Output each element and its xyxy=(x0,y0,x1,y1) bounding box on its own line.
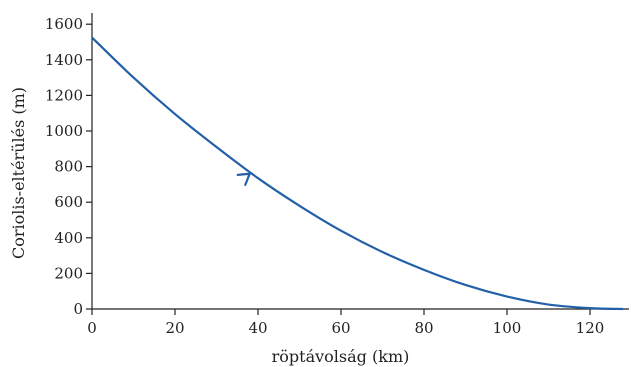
x-axis-title: röptávolság (km) xyxy=(272,347,410,366)
x-tick-label: 60 xyxy=(331,319,350,337)
y-tick-label: 0 xyxy=(73,300,83,318)
x-tick-label: 20 xyxy=(165,319,184,337)
y-axis-title: Coriolis-eltérülés (m) xyxy=(9,87,28,259)
annotations xyxy=(238,174,250,185)
series-line xyxy=(92,38,623,309)
x-tick-label: 40 xyxy=(248,319,267,337)
y-tick-label: 400 xyxy=(54,229,83,247)
x-tick-label: 100 xyxy=(493,319,522,337)
y-tick-label: 1600 xyxy=(45,15,83,33)
x-tick-label: 80 xyxy=(414,319,433,337)
y-tick-label: 1000 xyxy=(45,122,83,140)
x-tick-label: 0 xyxy=(87,319,97,337)
y-tick-label: 1200 xyxy=(45,86,83,104)
direction-arrow-icon xyxy=(238,174,250,185)
y-tick-label: 600 xyxy=(54,193,83,211)
x-tick-label: 120 xyxy=(576,319,605,337)
y-tick-label: 1400 xyxy=(45,51,83,69)
y-tick-label: 200 xyxy=(54,264,83,282)
series-group xyxy=(92,38,623,309)
y-tick-label: 800 xyxy=(54,158,83,176)
ticks: 0 200 400 600 800 1000 1200 1400 1600 0 20 40 60 80 10… xyxy=(45,15,605,337)
axes xyxy=(92,13,629,309)
